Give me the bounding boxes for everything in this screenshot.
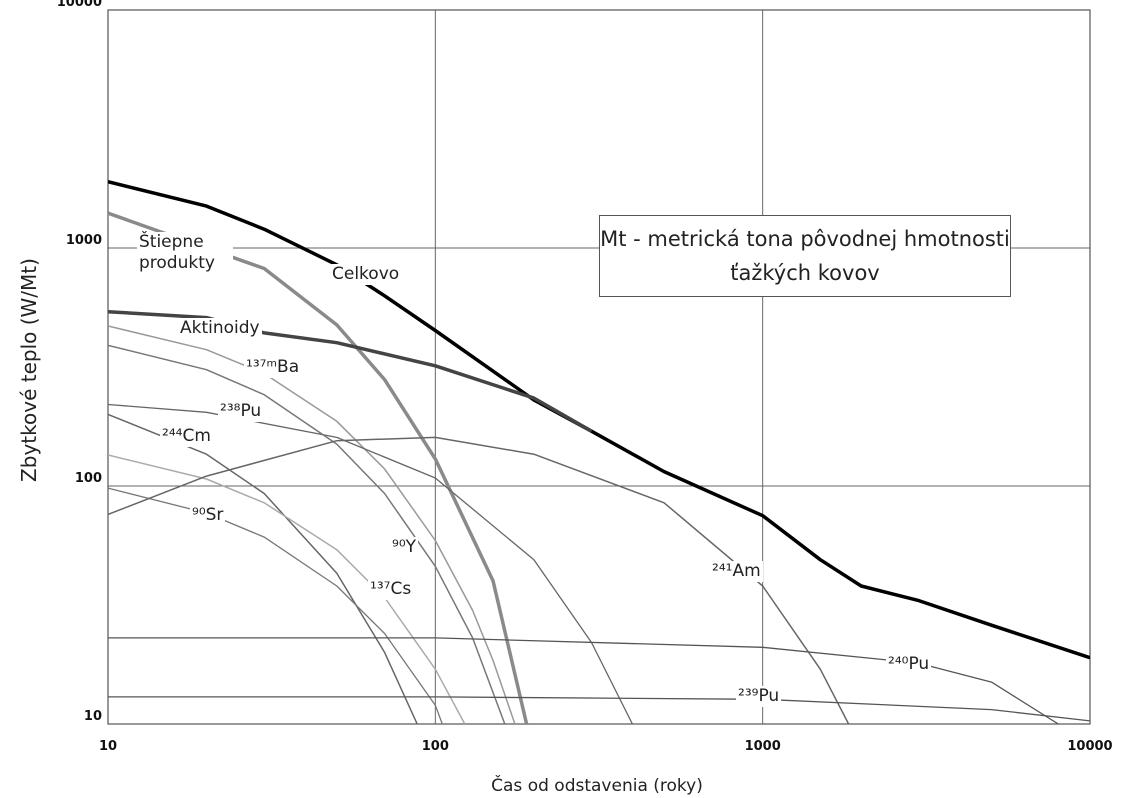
series-line [108,637,1059,724]
series-label: ²³⁹Pu [736,686,782,707]
series-label: ²⁴⁴Cm [160,426,213,447]
annotation: Mt - metrická tona pôvodnej hmotnosti ťa… [599,215,1011,297]
series-line [108,696,1090,722]
y-tick-label: 10000 [57,0,102,10]
y-tick-label: 100 [75,471,102,486]
series-line [108,436,850,724]
series-label: Aktinoidy [178,318,262,339]
series-label: ²³⁸Pu [218,401,264,422]
y-tick-label: 10 [84,709,102,724]
series-label: ²⁴¹Am [710,561,763,582]
series-label: ⁹⁰Y [390,537,419,558]
plot-frame [107,9,1091,725]
series-label: ¹³⁷ᵐBa [244,357,302,378]
series-label: Štiepne produkty [137,232,233,274]
series-line [108,309,593,433]
series-line [108,344,506,724]
series-label: Celkovo [330,264,402,285]
x-tick-label: 1000 [745,739,781,754]
series-line [108,211,529,724]
series-line [108,454,466,724]
series-label: ¹³⁷Cs [368,579,414,600]
series-line [108,325,516,724]
x-tick-label: 100 [422,739,449,754]
series-line [108,413,418,724]
y-tick-label: 1000 [66,233,102,248]
y-axis-label: Zbytkové teplo (W/Mt) [17,258,41,482]
series-label: ⁹⁰Sr [190,505,226,526]
series-line [108,403,633,724]
x-axis-label: Čas od odstavenia (roky) [491,776,703,796]
x-tick-label: 10000 [1067,739,1112,754]
x-tick-label: 10 [99,739,117,754]
series-label: ²⁴⁰Pu [886,654,932,675]
series-line [108,487,443,724]
